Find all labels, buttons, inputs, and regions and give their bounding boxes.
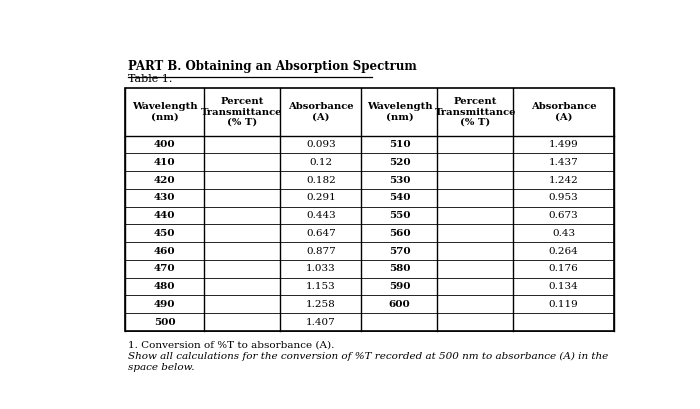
Text: 520: 520	[389, 158, 410, 167]
Text: 540: 540	[389, 193, 410, 202]
Text: Wavelength
(nm): Wavelength (nm)	[132, 102, 197, 122]
Text: 0.264: 0.264	[549, 247, 578, 256]
Text: 500: 500	[154, 317, 176, 326]
Text: 590: 590	[389, 282, 410, 291]
Text: 420: 420	[154, 175, 176, 184]
Text: 0.176: 0.176	[549, 264, 578, 273]
Text: 460: 460	[154, 247, 176, 256]
Text: 0.43: 0.43	[552, 229, 575, 238]
Text: 450: 450	[154, 229, 176, 238]
Text: Percent
Transmittance
(% T): Percent Transmittance (% T)	[202, 97, 283, 127]
Text: 470: 470	[154, 264, 176, 273]
Text: Absorbance
(A): Absorbance (A)	[288, 102, 354, 122]
Text: 1.258: 1.258	[306, 300, 336, 309]
Text: 510: 510	[389, 140, 410, 149]
Text: PART B. Obtaining an Absorption Spectrum: PART B. Obtaining an Absorption Spectrum	[128, 60, 417, 73]
Text: 0.119: 0.119	[549, 300, 578, 309]
Text: 0.291: 0.291	[306, 193, 336, 202]
Text: 600: 600	[389, 300, 410, 309]
Text: 480: 480	[154, 282, 176, 291]
Text: Wavelength
(nm): Wavelength (nm)	[367, 102, 433, 122]
Text: 0.182: 0.182	[306, 175, 336, 184]
Text: 570: 570	[389, 247, 410, 256]
Text: 0.953: 0.953	[549, 193, 578, 202]
Text: 580: 580	[389, 264, 410, 273]
Text: 0.12: 0.12	[309, 158, 332, 167]
Text: 1.437: 1.437	[549, 158, 578, 167]
Text: 1.153: 1.153	[306, 282, 336, 291]
Text: Percent
Transmittance
(% T): Percent Transmittance (% T)	[435, 97, 516, 127]
Text: 1. Conversion of %T to absorbance (A).: 1. Conversion of %T to absorbance (A).	[128, 340, 335, 349]
Text: 0.443: 0.443	[306, 211, 336, 220]
Text: 1.033: 1.033	[306, 264, 336, 273]
Text: 530: 530	[389, 175, 410, 184]
Text: 0.093: 0.093	[306, 140, 336, 149]
Text: 430: 430	[154, 193, 176, 202]
Text: 1.499: 1.499	[549, 140, 578, 149]
Text: 0.877: 0.877	[306, 247, 336, 256]
Text: 410: 410	[154, 158, 176, 167]
Text: 0.134: 0.134	[549, 282, 578, 291]
Text: 560: 560	[389, 229, 410, 238]
Text: 0.673: 0.673	[549, 211, 578, 220]
Text: Table 1.: Table 1.	[128, 74, 173, 84]
Text: 490: 490	[154, 300, 176, 309]
Text: 0.647: 0.647	[306, 229, 336, 238]
Text: 440: 440	[154, 211, 176, 220]
Text: 550: 550	[389, 211, 410, 220]
Text: 400: 400	[154, 140, 176, 149]
Text: Show all calculations for the conversion of %T recorded at 500 nm to absorbance : Show all calculations for the conversion…	[128, 352, 608, 371]
Text: 1.242: 1.242	[549, 175, 578, 184]
Text: Absorbance
(A): Absorbance (A)	[531, 102, 596, 122]
Text: 1.407: 1.407	[306, 317, 336, 326]
